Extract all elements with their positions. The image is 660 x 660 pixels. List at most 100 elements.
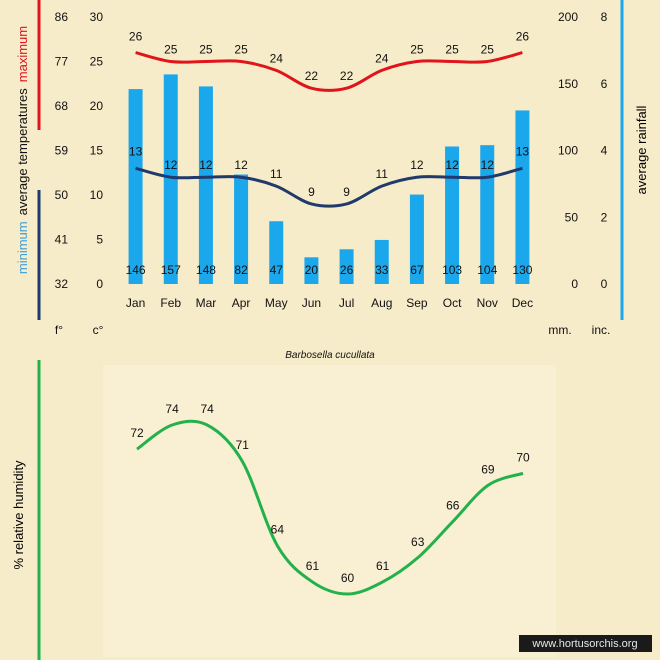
month-tick-label: Oct: [443, 296, 462, 310]
rainfall-bar: [409, 194, 424, 284]
ylabel-minimum: minimum: [15, 221, 30, 274]
min-temperature-data-label: 11: [376, 167, 389, 181]
celsius-tick: 20: [90, 99, 104, 113]
min-temperature-data-label: 12: [410, 158, 424, 172]
month-tick-label: Mar: [196, 296, 217, 310]
rainfall-bar: [198, 86, 213, 284]
max-temperature-data-label: 25: [234, 43, 248, 57]
max-temperature-data-label: 25: [445, 43, 459, 57]
max-temperature-data-label: 26: [129, 30, 143, 44]
rainfall-data-label: 103: [442, 263, 462, 277]
max-temperature-data-label: 22: [340, 69, 354, 83]
humidity-chart: 72 74 74 71 64 61 60 61 63 66 69 70: [130, 402, 530, 596]
mm-tick: 100: [558, 144, 578, 158]
min-temperature-data-label: 12: [164, 158, 178, 172]
inch-tick: 0: [601, 277, 608, 291]
rainfall-data-label: 33: [375, 263, 389, 277]
rainfall-bar: [234, 174, 249, 284]
rainfall-bar: [515, 110, 530, 284]
fahrenheit-tick: 32: [55, 277, 69, 291]
ylabel-maximum: maximum: [15, 26, 30, 82]
mm-tick: 150: [558, 77, 578, 91]
min-temperature-data-label: 13: [129, 144, 143, 158]
rainfall-bars: [128, 74, 530, 284]
min-temperature-data-label: 12: [481, 158, 495, 172]
fahrenheit-tick: 50: [55, 188, 69, 202]
humidity-line: [136, 419, 524, 596]
rainfall-data-label: 148: [196, 263, 216, 277]
max-temperature-line: [135, 51, 523, 92]
rainfall-data-label: 47: [270, 263, 284, 277]
max-temperature-data-label: 25: [199, 43, 213, 57]
mm-tick: 50: [565, 210, 579, 224]
max-temperature-data-label: 22: [305, 69, 319, 83]
mm-tick: 0: [571, 277, 578, 291]
celsius-tick: 30: [90, 10, 104, 24]
humidity-data-label: 63: [411, 535, 425, 549]
month-tick-label: Aug: [371, 296, 392, 310]
min-temperature-data-label: 13: [516, 144, 530, 158]
rainfall-data-label: 20: [305, 263, 319, 277]
rainfall-data-label: 157: [161, 263, 181, 277]
svg-text:minimumaverage temperaturesma: minimum average temperatures maximum: [15, 26, 30, 274]
left-axis-label-group: minimum average temperatures maximum: [15, 26, 30, 274]
ylabel-humidity: % relative humidity: [11, 460, 26, 570]
celsius-tick: 10: [90, 188, 104, 202]
month-tick-label: Jun: [302, 296, 321, 310]
max-temperature-data-label: 25: [164, 43, 178, 57]
max-temperature-data-label: 25: [410, 43, 424, 57]
month-tick-label: Jul: [339, 296, 354, 310]
min-temperature-data-label: 9: [343, 185, 350, 199]
min-temperature-data-label: 12: [445, 158, 459, 172]
inch-tick: 8: [601, 10, 608, 24]
rainfall-bar: [339, 249, 354, 284]
humidity-data-label: 72: [130, 426, 144, 440]
min-temperature-data-label: 9: [308, 185, 315, 199]
rainfall-data-label: 26: [340, 263, 354, 277]
fahrenheit-tick: 59: [55, 144, 69, 158]
ylabel-rainfall: average rainfall: [634, 105, 649, 194]
rainfall-bar: [445, 146, 460, 284]
humidity-data-label: 74: [165, 402, 179, 416]
rainfall-data-label: 146: [126, 263, 146, 277]
rainfall-data-label: 67: [410, 263, 424, 277]
min-temperature-line: [135, 166, 523, 208]
celsius-tick: 25: [90, 55, 104, 69]
ylabel-average-temperatures: average temperatures: [15, 88, 30, 216]
humidity-data-label: 64: [271, 523, 285, 537]
rainfall-bar: [163, 74, 178, 284]
min-temperature-data-label: 12: [199, 158, 213, 172]
fahrenheit-tick: 86: [55, 10, 69, 24]
month-tick-label: Jan: [126, 296, 145, 310]
month-tick-label: Nov: [477, 296, 498, 310]
month-tick-label: Apr: [232, 296, 251, 310]
humidity-data-label: 69: [481, 462, 495, 476]
inch-unit-label: inc.: [592, 323, 611, 337]
max-temperature-data-label: 25: [481, 43, 495, 57]
watermark-background: [519, 635, 652, 652]
humidity-data-label: 61: [306, 559, 320, 573]
humidity-data-label: 60: [341, 571, 355, 585]
top-chart-ticks: 3241505968778605101520253005010015020002…: [55, 10, 611, 337]
humidity-data-label: 61: [376, 559, 390, 573]
rainfall-bar: [128, 89, 143, 284]
humidity-data-label: 66: [446, 499, 460, 513]
month-tick-label: Dec: [512, 296, 533, 310]
rainfall-bar: [374, 239, 389, 284]
fahrenheit-tick: 68: [55, 99, 69, 113]
mm-tick: 200: [558, 10, 578, 24]
temperature-lines: [135, 51, 523, 208]
fahrenheit-tick: 41: [55, 233, 69, 247]
celsius-tick: 15: [90, 144, 104, 158]
humidity-data-label: 74: [201, 402, 215, 416]
month-tick-label: Feb: [160, 296, 181, 310]
month-tick-label: May: [265, 296, 288, 310]
species-caption: Barbosella cucullata: [285, 350, 375, 361]
humidity-data-label: 70: [516, 450, 530, 464]
celsius-tick: 0: [96, 277, 103, 291]
min-temperature-data-label: 12: [234, 158, 248, 172]
rainfall-bar: [304, 257, 319, 284]
watermark-text: www.hortusorchis.org: [531, 638, 637, 650]
